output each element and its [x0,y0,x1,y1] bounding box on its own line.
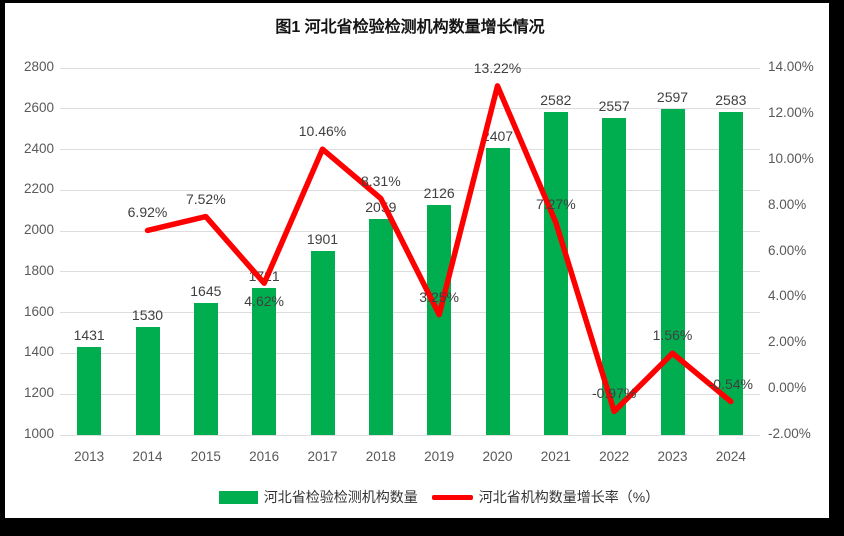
x-axis-label: 2016 [249,449,280,464]
bar-value-label: 2583 [715,92,747,109]
left-axis-tick-label: 1400 [23,344,54,360]
gridline [60,149,760,151]
left-axis-tick-label: 1000 [23,426,54,441]
line-point-label: 10.46% [298,123,347,140]
gridline [60,393,760,395]
bar [660,109,685,435]
left-axis-tick-label: 2800 [23,59,54,74]
growth-rate-polyline [144,83,734,415]
bar [485,148,510,435]
right-axis-tick-label: 8.00% [768,196,807,212]
legend-bar-swatch-icon [218,490,258,504]
bar [193,303,218,435]
left-axis-tick-label: 1800 [23,262,54,278]
right-axis-tick-label: 12.00% [768,104,814,120]
right-axis-tick-label: 14.00% [768,59,814,74]
gridline [60,271,760,273]
line-point-label: 4.62% [244,293,284,310]
gridline [60,312,760,314]
right-axis-tick-label: 0.00% [768,380,807,396]
right-axis-tick-label: 6.00% [768,242,807,258]
bar-value-label: 1645 [190,283,222,300]
line-point-label: 3.25% [419,288,459,305]
left-axis-tick-label: 2000 [23,222,54,238]
legend: 河北省检验检测机构数量 河北省机构数量增长率（%） [5,487,829,507]
left-axis-tick-label: 2600 [23,99,54,115]
bar [543,112,568,435]
bar-value-label: 1530 [131,306,164,323]
line-point-label: 13.22% [473,59,522,76]
left-axis-tick-label: 2400 [23,140,54,156]
bar-value-label: 1431 [73,327,105,344]
gridline [60,108,760,110]
x-axis-label: 2015 [190,449,221,464]
bar-value-label: 2557 [598,97,630,114]
x-axis-label: 2019 [424,449,455,464]
right-axis-tick-label: 10.00% [768,150,814,166]
x-axis-label: 2017 [307,449,338,464]
gridline [60,434,760,436]
bar [252,287,277,435]
line-point-label: -0.97% [591,385,637,402]
bar-value-label: 2582 [540,92,572,109]
right-axis-tick-label: 2.00% [768,334,807,350]
right-axis-tick-label: 4.00% [768,288,807,304]
gridline [60,67,760,69]
legend-label-line: 河北省机构数量增长率（%） [478,489,660,505]
x-axis-label: 2021 [540,449,571,464]
chart-title: 图1 河北省检验检测机构数量增长情况 [275,19,545,36]
x-axis-label: 2014 [132,449,163,464]
bar [135,326,160,435]
bar-value-label: 2407 [481,128,514,145]
bar [718,112,743,435]
legend-label-bars: 河北省检验检测机构数量 [263,489,418,505]
x-axis-label: 2020 [482,449,513,464]
x-axis-label: 2022 [599,449,630,464]
line-point-label: 7.27% [535,196,576,213]
x-axis-label: 2023 [657,449,688,464]
gridline [60,189,760,191]
bar-value-label: 2597 [656,89,689,106]
line-point-label: -0.54% [708,375,753,392]
line-point-label: 6.92% [127,204,168,221]
line-point-label: 1.56% [652,327,693,344]
bar [77,347,102,435]
bar-value-label: 2126 [423,185,455,202]
bar [310,251,335,435]
legend-line-swatch-icon [431,494,473,500]
bar [368,219,393,435]
x-axis-label: 2018 [365,449,396,464]
line-point-label: 8.31% [360,172,401,189]
x-axis-label: 2013 [74,449,105,464]
left-axis-tick-label: 1200 [23,385,54,401]
left-axis-tick-label: 1600 [23,303,54,319]
gridline [60,230,760,232]
x-axis-label: 2024 [715,449,746,464]
left-axis-tick-label: 2200 [23,181,54,197]
line-point-label: 7.52% [185,190,226,207]
gridline [60,352,760,354]
bar-value-label: 1901 [306,231,339,248]
bar [427,205,452,435]
right-axis-tick-label: -2.00% [768,426,811,441]
